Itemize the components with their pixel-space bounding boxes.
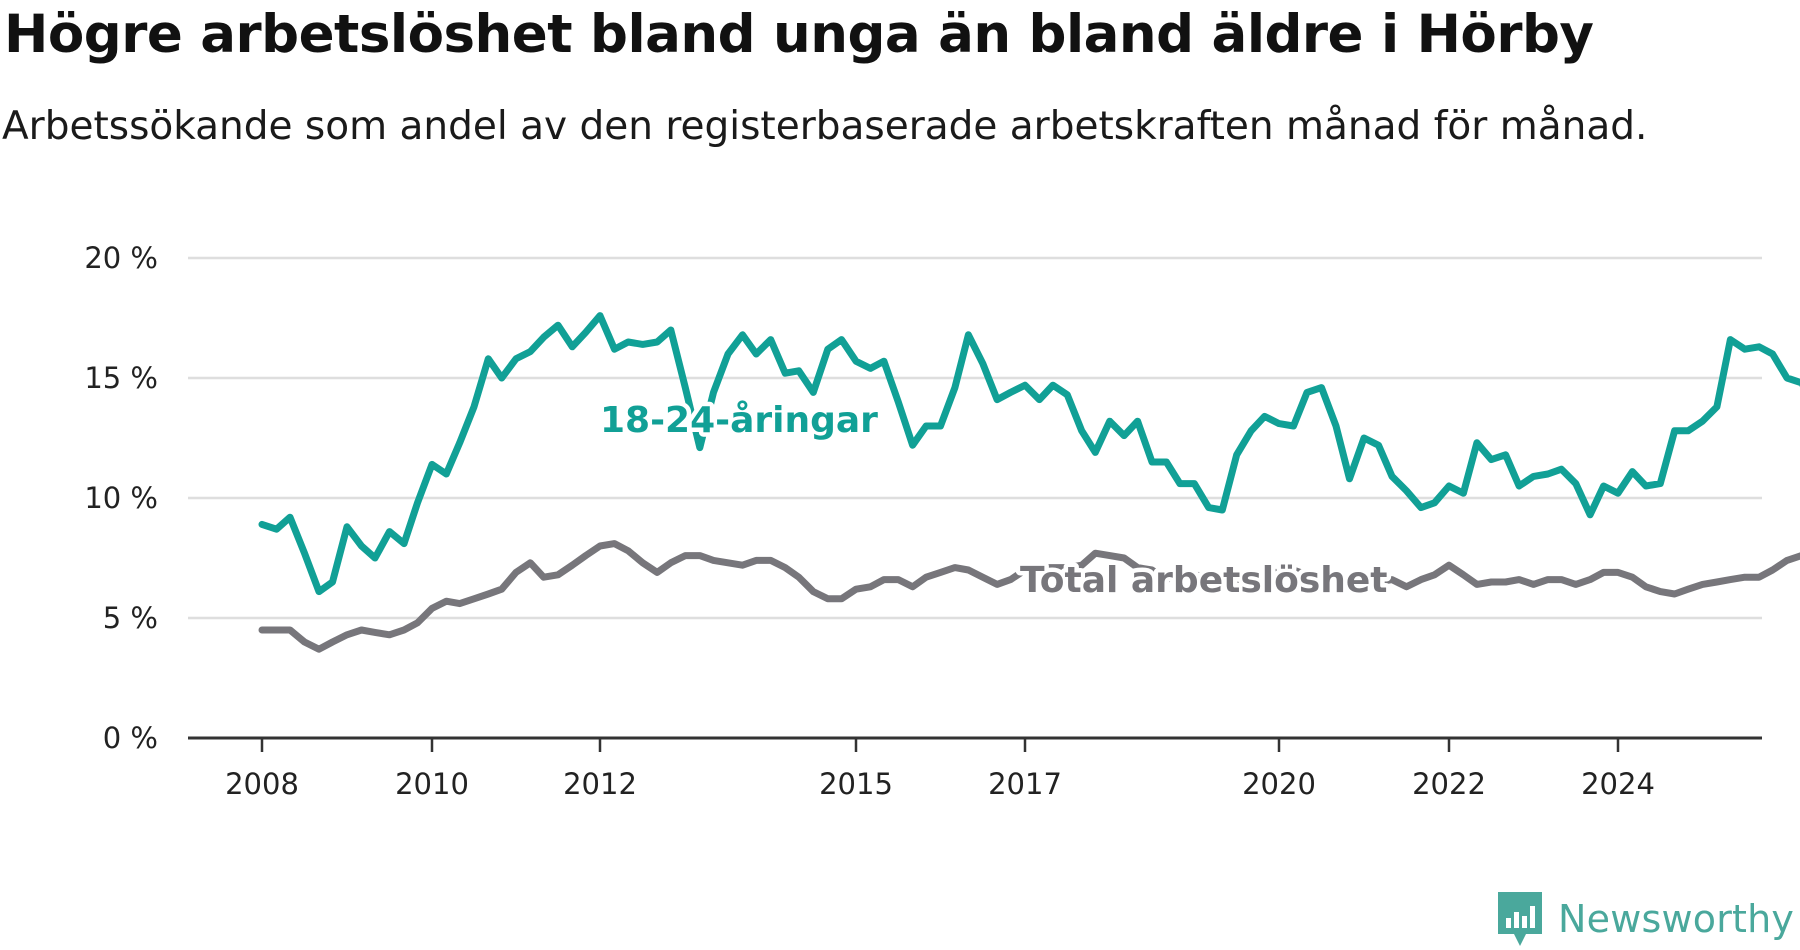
x-tick-label: 2022 <box>1412 767 1486 801</box>
series-lines <box>258 312 1800 653</box>
y-tick-label: 10 % <box>84 481 158 515</box>
series-label-total: Total arbetslöshet <box>1020 560 1388 601</box>
x-tick-label: 2008 <box>225 767 299 801</box>
newsworthy-logo-icon <box>1498 892 1542 946</box>
x-tick-label: 2017 <box>988 767 1062 801</box>
gridlines <box>188 256 1762 620</box>
y-axis-ticks: 0 % 5 % 10 % 15 % 20 % <box>84 241 158 755</box>
chart-title: Högre arbetslöshet bland unga än bland ä… <box>4 4 1594 65</box>
y-tick-label: 5 % <box>103 601 158 635</box>
chart-subtitle: Arbetssökande som andel av den registerb… <box>2 104 1648 149</box>
x-axis: 2008 2010 2012 2015 2017 2020 2022 2024 <box>188 736 1762 801</box>
x-tick-label: 2020 <box>1242 767 1316 801</box>
x-tick-label: 2010 <box>395 767 469 801</box>
series-line-18-24 <box>258 312 1800 596</box>
y-tick-label: 20 % <box>84 241 158 275</box>
series-line-total <box>258 540 1800 653</box>
x-tick-label: 2012 <box>563 767 637 801</box>
y-tick-label: 15 % <box>84 361 158 395</box>
y-tick-label: 0 % <box>103 721 158 755</box>
series-label-18-24: 18-24-åringar <box>600 400 878 441</box>
brand-logo: Newsworthy <box>1494 888 1794 950</box>
brand-name: Newsworthy <box>1558 897 1795 941</box>
x-tick-label: 2015 <box>819 767 893 801</box>
x-tick-label: 2024 <box>1581 767 1655 801</box>
